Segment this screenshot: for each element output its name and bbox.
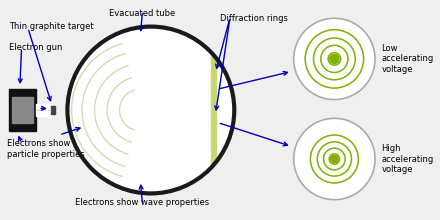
Text: Evacuated tube: Evacuated tube bbox=[110, 9, 176, 18]
Text: Low
accelerating
voltage: Low accelerating voltage bbox=[381, 44, 433, 74]
Bar bbox=[211, 56, 216, 164]
Bar bbox=[36, 104, 51, 116]
Circle shape bbox=[330, 54, 339, 64]
Bar bbox=[12, 97, 33, 123]
Circle shape bbox=[294, 18, 375, 100]
Bar bbox=[9, 89, 36, 131]
Circle shape bbox=[67, 27, 234, 193]
Text: Electron gun: Electron gun bbox=[9, 43, 62, 52]
Text: Electrons show wave properties: Electrons show wave properties bbox=[75, 198, 209, 207]
Text: Thin graphite target: Thin graphite target bbox=[9, 22, 94, 31]
Circle shape bbox=[330, 155, 338, 163]
Text: Diffraction rings: Diffraction rings bbox=[220, 14, 288, 23]
Text: Electrons show
particle properties: Electrons show particle properties bbox=[7, 139, 85, 159]
Bar bbox=[51, 106, 55, 114]
Text: High
accelerating
voltage: High accelerating voltage bbox=[381, 144, 433, 174]
Circle shape bbox=[294, 118, 375, 200]
